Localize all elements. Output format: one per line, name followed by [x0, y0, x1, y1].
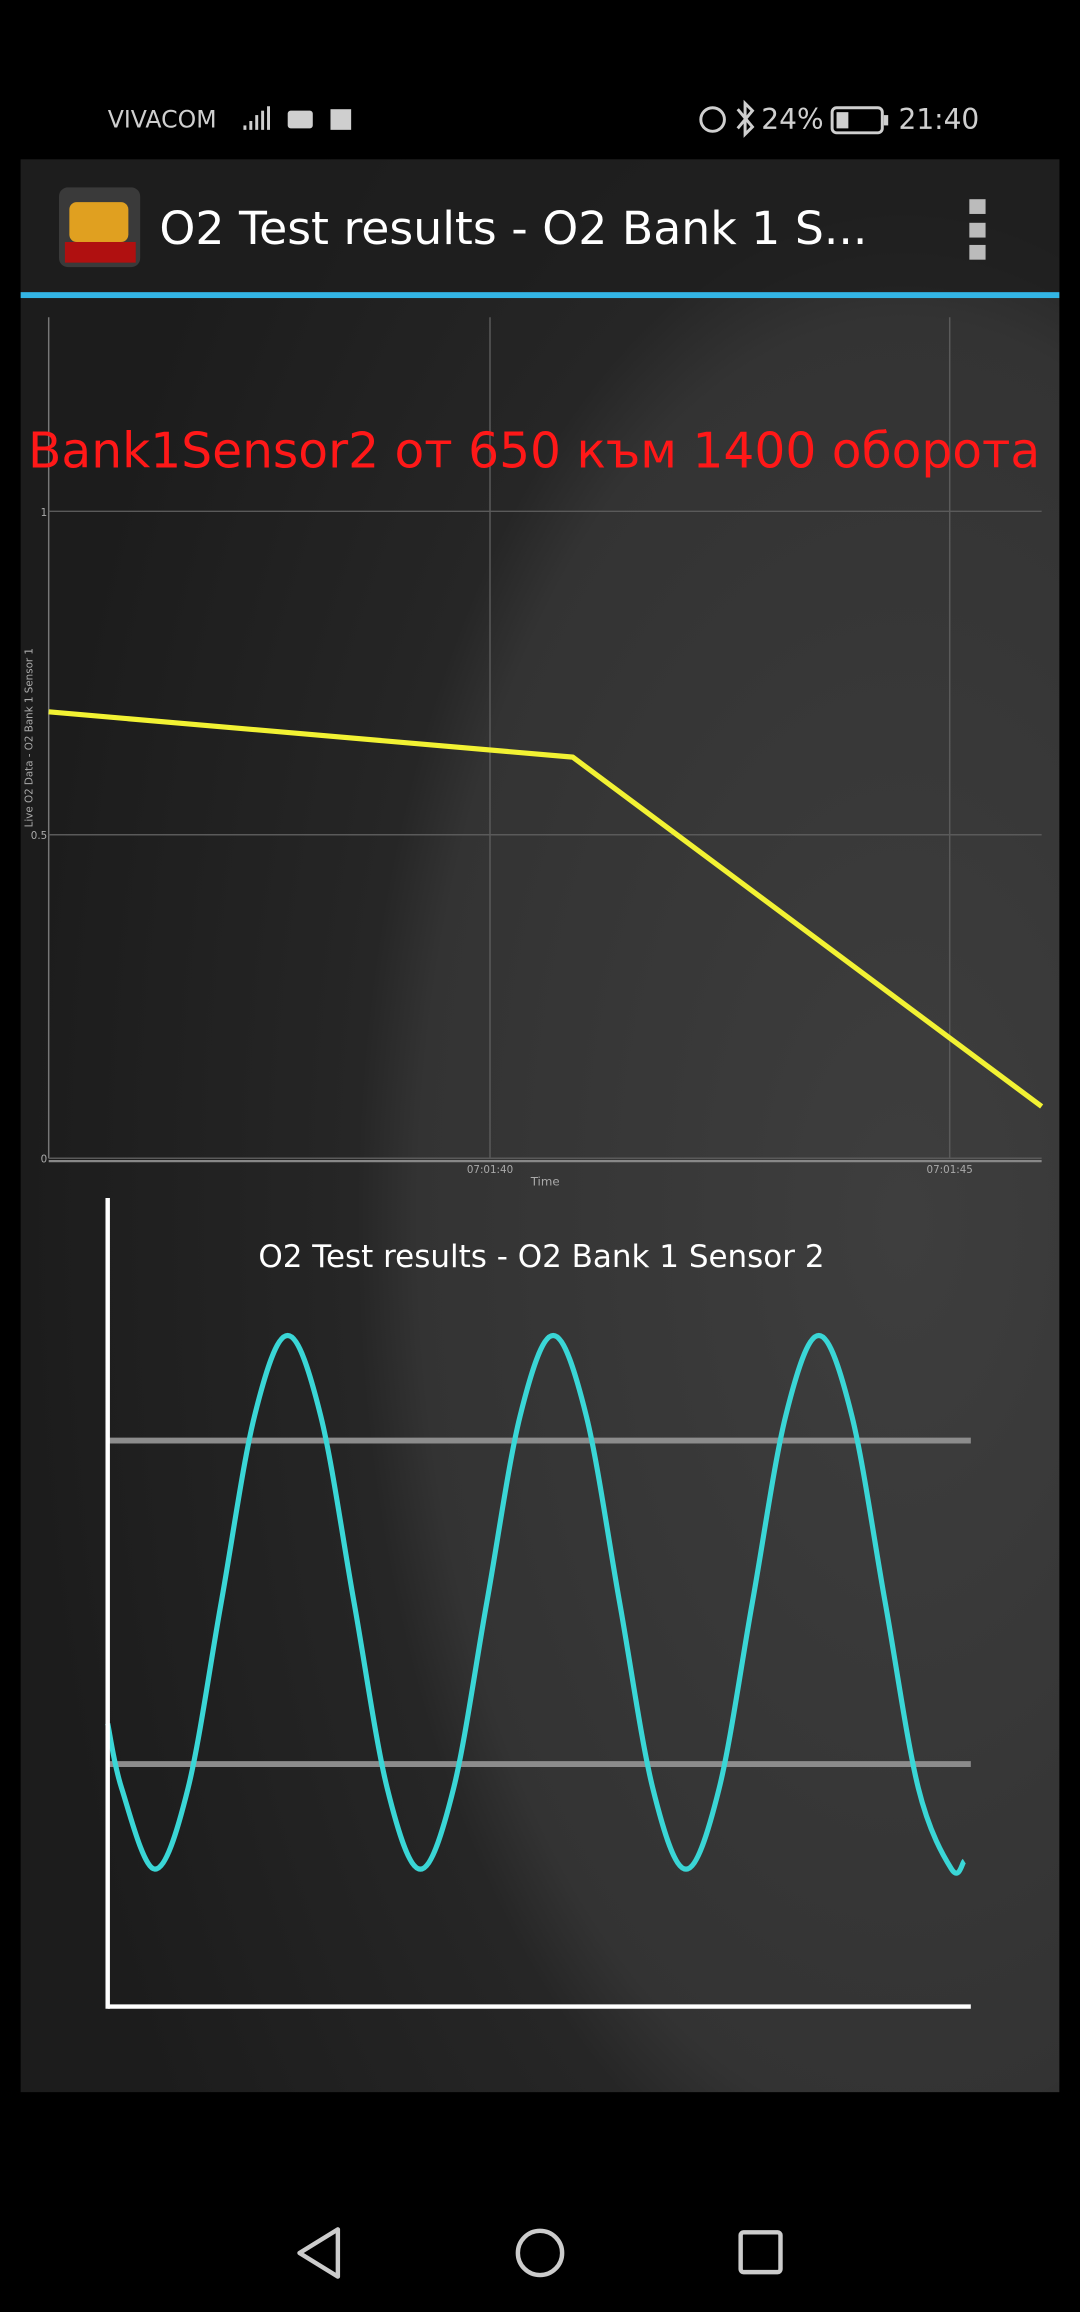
back-button[interactable] — [297, 2227, 341, 2279]
app-bar-divider — [20, 292, 1060, 299]
bottom-chart: O2 Test results - O2 Bank 1 Sensor 2 — [105, 1198, 971, 2009]
x-tick-label: 07:01:40 — [467, 1164, 513, 1176]
battery-fill — [836, 112, 849, 129]
app-bar — [20, 159, 1060, 294]
chart-title: O2 Test results - O2 Bank 1 Sensor 2 — [258, 1239, 824, 1275]
alarm-icon — [699, 106, 726, 133]
battery-tip — [883, 115, 889, 126]
battery-icon — [830, 106, 884, 135]
carrier: VIVACOM — [108, 106, 217, 134]
y-tick-label: 0.5 — [31, 830, 47, 842]
app-title: O2 Test results - O2 Bank 1 S... — [159, 202, 867, 255]
battery-level: 24% — [761, 103, 823, 136]
data-line — [48, 709, 1044, 1109]
obd-icon — [287, 110, 313, 129]
top-chart: 0 0.5 1 07:01:40 07:01:45 Time Live O2 Data - … — [24, 317, 1044, 1188]
waveform — [105, 1332, 967, 1876]
notification-icon — [330, 109, 352, 130]
app-icon-check — [64, 241, 136, 263]
y-tick-label: 1 — [41, 507, 48, 519]
signal-icon — [243, 106, 270, 130]
app-icon[interactable] — [59, 187, 141, 268]
recents-button[interactable] — [738, 2230, 783, 2275]
bluetooth-icon — [736, 99, 755, 138]
app-icon-engine — [69, 202, 129, 242]
y-tick-label: 0 — [41, 1154, 48, 1166]
x-tick-label: 07:01:45 — [927, 1164, 973, 1176]
clock: 21:40 — [899, 103, 980, 136]
y-axis-label: Live O2 Data - O2 Bank 1 Sensor 1 — [24, 648, 36, 827]
x-axis-label: Time — [530, 1174, 560, 1188]
overlay-caption: Bank1Sensor2 от 650 към 1400 оборота — [28, 423, 1040, 479]
menu-button[interactable] — [969, 199, 986, 260]
home-button[interactable] — [515, 2228, 565, 2278]
